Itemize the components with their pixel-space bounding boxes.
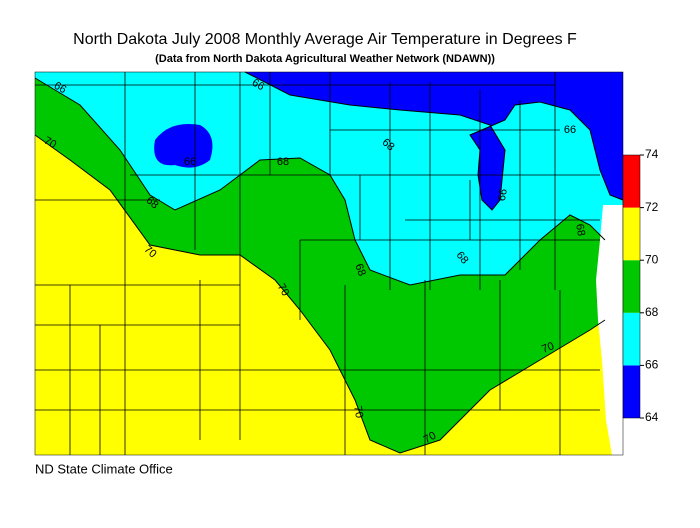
credit: ND State Climate Office xyxy=(35,461,173,476)
contour-line xyxy=(34,134,606,454)
legend-tick-label: 74 xyxy=(645,147,659,161)
zone-64-66 xyxy=(245,72,623,210)
contour-label: 70 xyxy=(422,430,439,447)
contour-label: 70 xyxy=(351,405,365,419)
contour-line xyxy=(34,77,606,286)
map-subtitle: (Data from North Dakota Agricultural Wea… xyxy=(155,53,495,65)
legend-swatch xyxy=(623,312,640,366)
contour-label: 66 xyxy=(564,124,576,136)
contour-label: 70 xyxy=(540,340,556,355)
legend-swatch xyxy=(623,260,640,313)
contour-label: 66 xyxy=(250,77,267,94)
contour-label: 68 xyxy=(573,223,587,237)
contour-label: 70 xyxy=(42,135,59,152)
contour-label: 66 xyxy=(184,156,196,168)
legend: 64 66 68 70 72 74 xyxy=(622,147,659,424)
zone-64-66 xyxy=(154,124,213,168)
contour-label: 66 xyxy=(52,80,69,97)
legend-tick-label: 72 xyxy=(645,200,659,214)
contour-label: 66 xyxy=(496,188,510,202)
legend-swatch xyxy=(623,365,640,418)
contour-label: 68 xyxy=(352,262,367,278)
legend-tick-label: 64 xyxy=(645,410,659,424)
contour-label: 68 xyxy=(277,156,289,168)
legend-frame xyxy=(622,154,641,419)
legend-swatch xyxy=(623,207,640,261)
map-title: North Dakota July 2008 Monthly Average A… xyxy=(73,31,577,48)
legend-tick-label: 68 xyxy=(645,305,659,319)
legend-tick-label: 66 xyxy=(645,358,659,372)
outside-state xyxy=(596,205,623,455)
legend-swatch xyxy=(623,155,640,208)
contour-line xyxy=(244,71,624,211)
contour-label: 70 xyxy=(275,282,292,299)
legend-tick-label: 70 xyxy=(645,252,659,266)
